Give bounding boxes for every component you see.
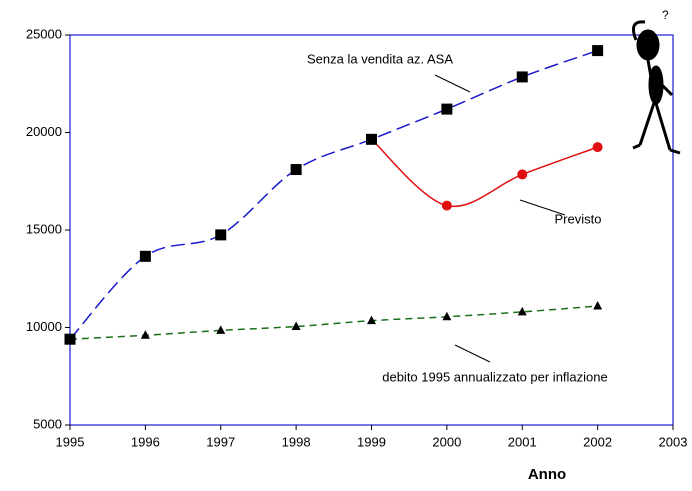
marker: [366, 134, 377, 145]
x-axis-label: Anno: [528, 466, 566, 483]
series-label: debito 1995 annualizzato per inflazione: [382, 369, 608, 384]
series-label: Previsto: [555, 211, 602, 226]
x-tick-label: 2000: [432, 434, 461, 449]
marker: [140, 251, 151, 262]
marker: [215, 229, 226, 240]
marker: [291, 164, 302, 175]
x-tick-label: 1996: [131, 434, 160, 449]
y-tick-label: 25000: [26, 26, 62, 41]
y-tick-label: 15000: [26, 221, 62, 236]
series-line: [70, 306, 598, 339]
leader-line: [435, 75, 470, 92]
x-tick-label: 1997: [206, 434, 235, 449]
x-tick-label: 2002: [583, 434, 612, 449]
marker: [517, 71, 528, 82]
x-tick-label: 1999: [357, 434, 386, 449]
series-line: [70, 51, 598, 340]
leader-line: [455, 345, 490, 362]
x-tick-label: 1995: [56, 434, 85, 449]
marker: [517, 169, 527, 179]
x-tick-label: 1998: [282, 434, 311, 449]
y-tick-label: 5000: [33, 416, 62, 431]
marker: [216, 325, 225, 334]
y-tick-label: 10000: [26, 319, 62, 334]
marker: [441, 104, 452, 115]
marker: [442, 201, 452, 211]
svg-text:?: ?: [662, 8, 669, 22]
chart: Anno ? 5000 10000 15000 20000 25000 1995 1996 1…: [0, 0, 692, 486]
marker: [593, 142, 603, 152]
x-tick-label: 2001: [508, 434, 537, 449]
x-tick-label: 2003: [659, 434, 688, 449]
series-line: [372, 139, 598, 206]
plot-frame: [70, 35, 673, 425]
page: Anno ? 5000 10000 15000 20000 25000 1995 1996 1…: [0, 0, 692, 491]
marker: [593, 301, 602, 310]
y-tick-label: 20000: [26, 124, 62, 139]
marker: [442, 312, 451, 321]
marker: [592, 45, 603, 56]
series-label: Senza la vendita az. ASA: [307, 51, 453, 66]
